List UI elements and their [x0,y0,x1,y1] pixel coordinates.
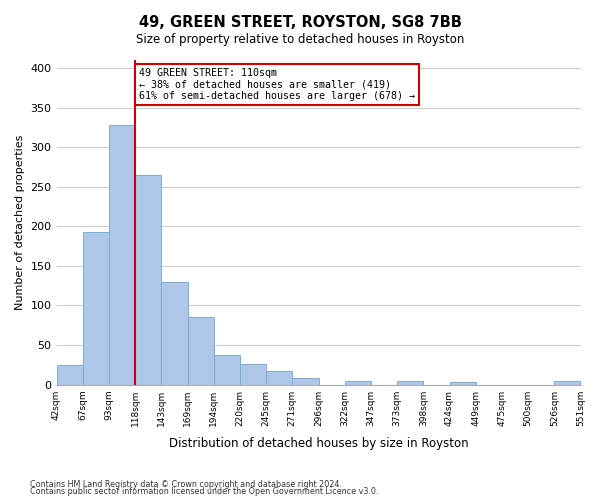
Text: 49 GREEN STREET: 110sqm
← 38% of detached houses are smaller (419)
61% of semi-d: 49 GREEN STREET: 110sqm ← 38% of detache… [139,68,415,101]
Bar [109,125,135,384]
Text: Contains HM Land Registry data © Crown copyright and database right 2024.: Contains HM Land Registry data © Crown c… [30,480,342,489]
Bar [83,232,109,384]
Bar [345,380,371,384]
Bar [292,378,319,384]
Text: Contains public sector information licensed under the Open Government Licence v3: Contains public sector information licen… [30,487,379,496]
Bar [240,364,266,384]
Bar [266,371,292,384]
Bar [397,382,424,384]
Bar [554,382,580,384]
Bar [214,354,240,384]
Bar [56,365,83,384]
Bar [449,382,476,384]
Y-axis label: Number of detached properties: Number of detached properties [15,134,25,310]
Text: 49, GREEN STREET, ROYSTON, SG8 7BB: 49, GREEN STREET, ROYSTON, SG8 7BB [139,15,461,30]
X-axis label: Distribution of detached houses by size in Royston: Distribution of detached houses by size … [169,437,469,450]
Bar [161,282,188,385]
Bar [188,316,214,384]
Text: Size of property relative to detached houses in Royston: Size of property relative to detached ho… [136,32,464,46]
Bar [135,175,161,384]
